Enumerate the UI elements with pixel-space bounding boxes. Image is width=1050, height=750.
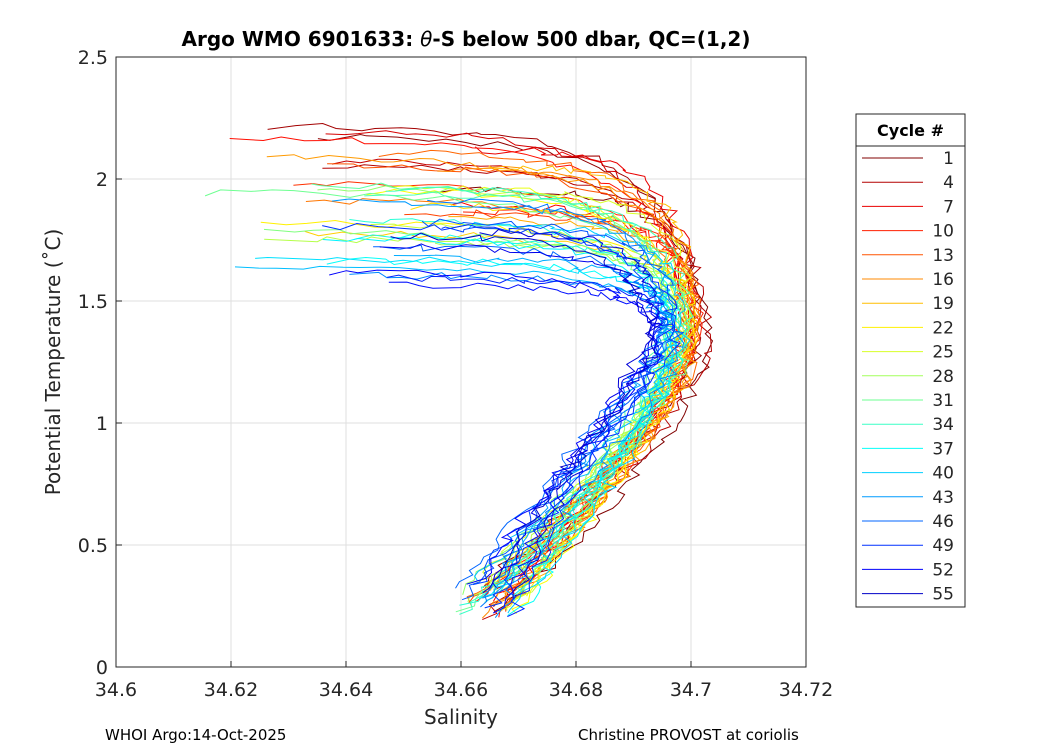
y-tick-label: 2 — [96, 169, 108, 191]
legend-label: 10 — [932, 222, 954, 242]
cycle-54-line — [479, 228, 663, 599]
cycle-50-line — [387, 274, 676, 618]
cycle-33-line — [364, 191, 694, 592]
cycle-52-line — [329, 269, 662, 585]
legend-box — [855, 113, 966, 608]
cycle-42-line — [393, 254, 674, 602]
x-tick-label: 34.7 — [670, 679, 712, 701]
legend-title: Cycle # — [877, 121, 944, 140]
cycle-16-line — [437, 167, 697, 619]
cycle-49-line — [322, 222, 681, 609]
legend-label: 43 — [932, 488, 954, 508]
cycle-39-line — [255, 256, 681, 599]
cycle-51-line — [388, 281, 663, 614]
legend-label: 13 — [932, 246, 954, 266]
legend-label: 37 — [932, 439, 954, 459]
title-prefix: Argo WMO 6901633: — [182, 27, 421, 51]
cycle-17-line — [266, 154, 702, 606]
x-axis-label: Salinity — [424, 705, 498, 729]
y-tick-label: 0 — [96, 657, 108, 679]
title-theta: θ — [420, 27, 432, 51]
cycle-18-line — [448, 216, 696, 607]
legend-label: 22 — [932, 318, 954, 338]
legend-label: 19 — [932, 294, 954, 314]
y-axis-label: Potential Temperature (˚C) — [41, 229, 65, 496]
legend: Cycle # 1 4 7 10 13 16 19 22 25 28 31 34 37 40 43 46 49 52… — [855, 113, 966, 608]
legend-label: 16 — [932, 270, 954, 290]
legend-label: 28 — [932, 367, 954, 387]
y-tick-label: 2.5 — [78, 47, 108, 69]
x-tick-label: 34.68 — [549, 679, 603, 701]
x-tick-label: 34.66 — [434, 679, 488, 701]
title-suffix: -S below 500 dbar, QC=(1,2) — [432, 27, 750, 51]
legend-label: 52 — [932, 560, 954, 580]
cycle-11-line — [293, 181, 700, 612]
plot-series — [204, 122, 714, 621]
x-tick-label: 34.6 — [95, 679, 137, 701]
legend-label: 40 — [932, 464, 954, 484]
cycle-28-line — [434, 238, 677, 594]
legend-label: 25 — [932, 343, 954, 363]
series-lines — [204, 122, 714, 621]
legend-label: 55 — [932, 585, 954, 605]
y-tick-label: 1.5 — [78, 291, 108, 313]
cycle-38-line — [322, 237, 678, 601]
y-tick-label: 1 — [96, 413, 108, 435]
footer-left: WHOI Argo:14-Oct-2025 — [105, 726, 287, 744]
x-tick-label: 34.62 — [204, 679, 258, 701]
cycle-19-line — [488, 165, 698, 597]
legend-label: 4 — [943, 173, 954, 193]
legend-label: 49 — [932, 536, 954, 556]
cycle-55-line — [390, 232, 659, 594]
y-ticks: 0 0.5 1 1.5 2 2.5 — [78, 47, 122, 679]
legend-label: 1 — [943, 149, 954, 169]
legend-label: 7 — [943, 197, 954, 217]
x-tick-label: 34.64 — [319, 679, 373, 701]
x-tick-label: 34.72 — [779, 679, 833, 701]
cycle-53-line — [379, 243, 660, 589]
cycle-20-line — [304, 230, 697, 591]
cycle-47-line — [421, 218, 685, 601]
legend-label: 46 — [932, 512, 954, 532]
x-ticks: 34.6 34.62 34.64 34.66 34.68 34.7 34.72 — [95, 661, 833, 701]
legend-label: 34 — [932, 415, 954, 435]
footer-right: Christine PROVOST at coriolis — [578, 726, 799, 744]
y-tick-label: 0.5 — [78, 535, 108, 557]
chart-title: Argo WMO 6901633: θ-S below 500 dbar, QC… — [182, 27, 751, 51]
legend-label: 31 — [932, 391, 954, 411]
